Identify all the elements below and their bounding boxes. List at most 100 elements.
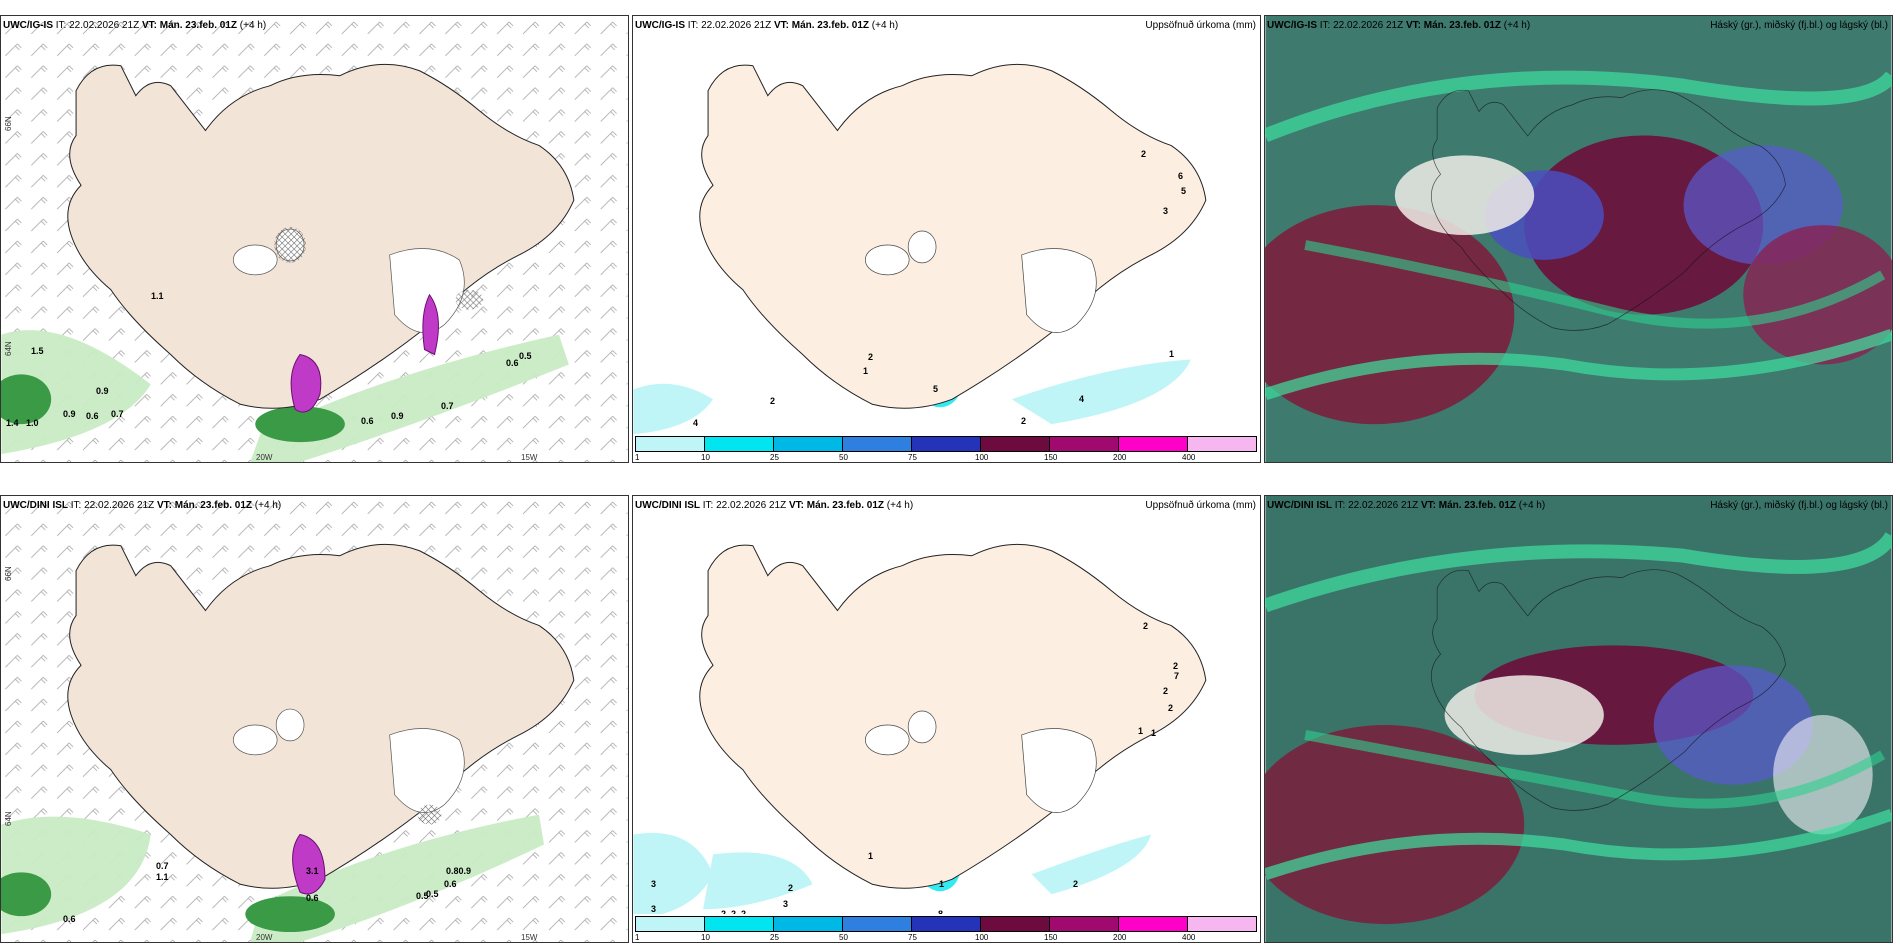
precip-map xyxy=(633,63,1207,435)
wind-value-label: 0.6 xyxy=(361,416,374,426)
wind-value-label: 1.0 xyxy=(26,418,39,428)
precip-value-label: 1 xyxy=(1151,728,1157,738)
wind-value-label: 0.7 xyxy=(441,401,454,411)
precip-value-label: 1 xyxy=(939,879,945,889)
lat-label: 66N xyxy=(4,566,13,581)
legend-tick: 75 xyxy=(908,453,917,462)
wind-value-label: 0.5 xyxy=(426,889,439,899)
wind-value-label: 0.5 xyxy=(519,351,532,361)
legend-swatch xyxy=(773,916,843,932)
lat-label: 64N xyxy=(4,811,13,826)
precip-value-label: 2 xyxy=(1168,703,1174,713)
wind-value-label: 3.1 xyxy=(306,866,319,876)
precip-value-label: 2 xyxy=(1021,416,1027,426)
precip-value-label: 6 xyxy=(1178,171,1184,181)
legend-swatch xyxy=(980,916,1050,932)
lat-label: 66N xyxy=(4,116,13,131)
iceland-outline xyxy=(699,543,1207,889)
legend-tick: 150 xyxy=(1044,933,1058,942)
precip-value-label: 5 xyxy=(1181,186,1187,196)
legend-tick: 1 xyxy=(635,933,640,942)
precip-value-label: 2 xyxy=(1143,621,1149,631)
precip-value-label: 2 xyxy=(770,396,776,406)
wind-map-panel-2: UWC/DINI ISL IT: 22.02.2026 21Z VT: Mán.… xyxy=(0,495,629,943)
precip-title: Uppsöfnuð úrkoma (mm) xyxy=(1145,20,1256,31)
legend-tick: 75 xyxy=(908,933,917,942)
precip-title: Uppsöfnuð úrkoma (mm) xyxy=(1145,500,1256,511)
precip-value-label: 3 xyxy=(783,899,789,909)
precip-map-panel-2: UWC/DINI ISL IT: 22.02.2026 21Z VT: Mán.… xyxy=(632,495,1261,943)
cloud-map-panel-2: UWC/DINI ISL IT: 22.02.2026 21Z VT: Mán.… xyxy=(1264,495,1893,943)
precip-value-label: 3 xyxy=(651,904,657,914)
precip-value-label: 3 xyxy=(651,879,657,889)
precip-value-label: 2 xyxy=(868,352,874,362)
panel-header: UWC/IG-IS IT: 22.02.2026 21Z VT: Mán. 23… xyxy=(3,20,267,31)
precip-value-label: 2 xyxy=(1141,149,1147,159)
precip-value-label: 1 xyxy=(863,366,869,376)
legend-tick: 400 xyxy=(1182,453,1196,462)
legend-swatch xyxy=(911,436,981,452)
legend-swatch xyxy=(635,916,705,932)
legend-swatch xyxy=(980,436,1050,452)
precip-map-panel-1: UWC/IG-IS IT: 22.02.2026 21Z VT: Mán. 23… xyxy=(632,15,1261,463)
legend-tick: 150 xyxy=(1044,453,1058,462)
wind-map xyxy=(1,16,628,462)
panel-header: UWC/DINI ISL IT: 22.02.2026 21Z VT: Mán.… xyxy=(635,500,914,511)
iceland-outline xyxy=(67,63,575,409)
wind-value-label: 1.4 xyxy=(6,418,19,428)
legend-swatch xyxy=(911,916,981,932)
cloud-map xyxy=(1265,16,1892,462)
wind-value-label: 0.6 xyxy=(306,893,319,903)
legend-swatch xyxy=(704,916,774,932)
panel-header: UWC/DINI ISL IT: 22.02.2026 21Z VT: Mán.… xyxy=(1267,500,1546,511)
legend-tick: 200 xyxy=(1113,933,1127,942)
precip-value-label: 1 xyxy=(1138,726,1144,736)
precip-map xyxy=(633,543,1207,920)
precip-value-label: 2 xyxy=(1163,686,1169,696)
legend-swatch xyxy=(842,436,912,452)
legend-swatch xyxy=(1049,436,1119,452)
legend-swatch xyxy=(1118,436,1188,452)
precip-value-label: 5 xyxy=(933,384,939,394)
precip-value-label: 4 xyxy=(1079,394,1085,404)
lon-label: 15W xyxy=(521,453,538,462)
precip-value-label: 1 xyxy=(868,851,874,861)
lat-label: 64N xyxy=(4,341,13,356)
precip-legend: 1 10 25 50 75 100 150 200 400 xyxy=(633,914,1260,942)
cloud-title: Háský (gr.), miðský (fj.bl.) og lágský (… xyxy=(1710,500,1888,511)
wind-value-label: 0.9 xyxy=(96,386,109,396)
wind-value-label: 1.1 xyxy=(156,872,169,882)
legend-swatch xyxy=(1049,916,1119,932)
wind-value-label: 0.6 xyxy=(444,879,457,889)
wind-value-label: 0.6 xyxy=(63,914,76,924)
wind-map xyxy=(1,496,628,942)
legend-tick: 50 xyxy=(839,933,848,942)
lon-label: 15W xyxy=(521,933,538,942)
iceland-outline xyxy=(699,63,1207,409)
legend-swatch xyxy=(773,436,843,452)
legend-swatch xyxy=(704,436,774,452)
legend-tick: 1 xyxy=(635,453,640,462)
cloud-title: Háský (gr.), miðský (fj.bl.) og lágský (… xyxy=(1710,20,1888,31)
lon-label: 20W xyxy=(256,933,273,942)
lon-label: 20W xyxy=(256,453,273,462)
wind-value-label: 0.6 xyxy=(86,411,99,421)
legend-tick: 25 xyxy=(770,453,779,462)
precip-legend: 1 10 25 50 75 100 150 200 400 xyxy=(633,434,1260,462)
wind-value-label: 0.9 xyxy=(391,411,404,421)
precip-value-label: 3 xyxy=(1163,206,1169,216)
precip-value-label: 2 xyxy=(788,883,794,893)
wind-map-panel-1: UWC/IG-IS IT: 22.02.2026 21Z VT: Mán. 23… xyxy=(0,15,629,463)
panel-header: UWC/IG-IS IT: 22.02.2026 21Z VT: Mán. 23… xyxy=(635,20,899,31)
legend-swatch xyxy=(635,436,705,452)
legend-tick: 10 xyxy=(701,933,710,942)
legend-tick: 400 xyxy=(1182,933,1196,942)
precip-value-label: 1 xyxy=(1169,349,1175,359)
cloud-map xyxy=(1265,496,1892,942)
wind-value-label: 0.80.9 xyxy=(446,866,472,876)
wind-value-label: 1.1 xyxy=(151,291,164,301)
wind-value-label: 0.5 xyxy=(416,891,429,901)
precip-value-label: 7 xyxy=(1174,671,1180,681)
legend-swatch xyxy=(842,916,912,932)
legend-tick: 100 xyxy=(975,933,989,942)
